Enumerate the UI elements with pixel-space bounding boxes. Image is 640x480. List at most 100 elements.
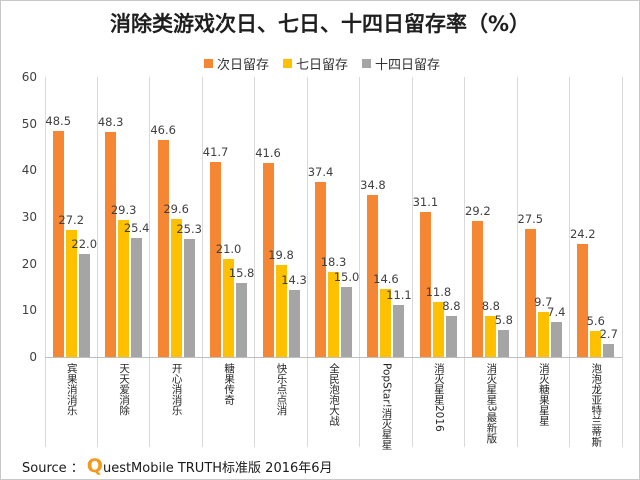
category-label-6: 全民泡泡大战 [328, 363, 340, 426]
bar-series-2-category-4 [223, 259, 235, 357]
source-note: Source ： QuestMobile TRUTH标准版 2016年6月 [22, 455, 333, 477]
y-tick-label-60: 60 [21, 70, 37, 84]
bar-series-2-category-8 [432, 301, 444, 357]
data-label-series-2-category-10: 9.7 [534, 294, 553, 309]
category-separator-0 [44, 77, 46, 447]
legend-swatch-seven-day [283, 58, 293, 68]
category-separator-1 [96, 77, 98, 447]
data-label-series-3-category-2: 25.4 [123, 221, 150, 236]
data-label-series-1-category-5: 41.6 [255, 145, 281, 160]
bar-series-2-category-3 [170, 218, 182, 357]
legend-swatch-next-day [204, 58, 213, 68]
data-label-series-1-category-10: 27.5 [517, 211, 544, 226]
bar-series-1-category-1 [52, 130, 64, 357]
category-label-9: 消灭星星3最新版 [485, 363, 498, 444]
bar-series-3-category-1 [78, 254, 90, 357]
legend: 次日留存 七日留存 十四日留存 [204, 54, 454, 73]
bar-series-1-category-11 [577, 244, 589, 357]
category-separator-8 [464, 77, 466, 447]
bar-series-2-category-10 [537, 311, 549, 357]
data-label-series-2-category-4: 21.0 [215, 242, 242, 256]
bar-series-2-category-11 [590, 330, 602, 357]
category-separator-5 [306, 77, 308, 447]
data-label-series-3-category-3: 25.3 [176, 221, 202, 236]
category-label-2: 天天爱消除 [118, 363, 131, 416]
bar-series-1-category-4 [210, 162, 222, 357]
category-separator-6 [359, 77, 361, 447]
category-label-10: 消灭糖果星星 [537, 363, 550, 426]
bar-series-3-category-7 [393, 305, 405, 357]
legend-label-next-day: 次日留存 [217, 57, 270, 73]
category-label-3: 开心消消乐 [170, 363, 183, 416]
data-label-series-2-category-5: 19.8 [268, 247, 294, 262]
bar-series-2-category-5 [275, 264, 287, 357]
data-label-series-1-category-7: 34.8 [360, 177, 386, 192]
bar-series-3-category-8 [445, 315, 457, 357]
data-label-series-3-category-9: 5.8 [494, 312, 513, 327]
bar-series-1-category-9 [472, 220, 484, 357]
source-label: Source ： [22, 461, 84, 476]
data-label-series-1-category-8: 31.1 [412, 194, 439, 209]
data-label-series-1-category-3: 46.6 [150, 122, 176, 137]
chart-title: 消除类游戏次日、七日、十四日留存率（%） [109, 12, 531, 36]
legend-swatch-fourteen-day [362, 58, 372, 68]
bar-series-2-category-9 [485, 315, 497, 357]
category-separator-7 [411, 77, 413, 447]
bar-series-1-category-10 [524, 228, 536, 357]
bar-series-2-category-1 [65, 230, 77, 357]
bar-series-3-category-6 [341, 287, 352, 357]
data-label-series-1-category-11: 24.2 [569, 227, 596, 242]
data-label-series-3-category-11: 2.7 [599, 327, 618, 342]
data-label-series-2-category-1: 27.2 [58, 213, 85, 228]
y-tick-label-0: 0 [29, 350, 37, 364]
category-separator-9 [516, 77, 518, 447]
legend-label-fourteen-day: 十四日留存 [375, 57, 441, 73]
y-tick-label-40: 40 [21, 163, 37, 178]
bar-series-3-category-4 [236, 283, 248, 357]
y-tick-label-10: 10 [21, 303, 37, 318]
data-label-series-2-category-7: 14.6 [373, 271, 399, 286]
legend-item-seven-day: 七日留存 [283, 54, 348, 73]
category-label-4: 糖果传奇 [223, 363, 236, 405]
category-label-5: 快乐点点消 [275, 363, 288, 416]
category-label-11: 泡泡龙亚特兰蒂斯 [590, 363, 603, 447]
bar-series-1-category-2 [105, 131, 117, 357]
bar-series-2-category-7 [380, 288, 392, 357]
category-separator-4 [254, 77, 256, 447]
source-text: QuestMobile TRUTH标准版 2016年6月 [86, 455, 333, 477]
data-label-series-2-category-11: 5.6 [586, 313, 605, 328]
data-label-series-1-category-4: 41.7 [202, 145, 229, 160]
data-label-series-1-category-1: 48.5 [45, 113, 72, 128]
bar-series-2-category-2 [118, 220, 130, 357]
x-axis-line [45, 357, 622, 358]
legend-label-seven-day: 七日留存 [296, 57, 349, 73]
bar-series-3-category-2 [131, 238, 143, 357]
bar-series-1-category-7 [367, 194, 379, 357]
bar-series-1-category-8 [419, 211, 431, 357]
data-label-series-1-category-6: 37.4 [307, 165, 334, 180]
category-label-1: 宾果消消乐 [65, 363, 78, 416]
data-label-series-2-category-6: 18.3 [320, 254, 347, 269]
y-tick-label-30: 30 [21, 210, 37, 224]
category-label-8: 消灭星星2016 [432, 363, 445, 432]
data-label-series-3-category-4: 15.8 [228, 266, 255, 281]
data-label-series-3-category-6: 15.0 [333, 270, 360, 284]
bar-series-3-category-9 [498, 329, 510, 357]
legend-item-fourteen-day: 十四日留存 [362, 54, 440, 73]
bar-series-1-category-3 [157, 139, 169, 357]
category-separator-11 [621, 77, 623, 447]
bar-series-2-category-6 [328, 271, 339, 357]
category-label-7: PopStar!消灭星星 [380, 363, 393, 450]
data-label-series-3-category-10: 7.4 [547, 305, 566, 320]
data-label-series-1-category-9: 29.2 [465, 203, 491, 218]
category-separator-10 [569, 77, 571, 447]
data-label-series-3-category-7: 11.1 [386, 288, 412, 303]
data-label-series-1-category-2: 48.3 [97, 114, 124, 129]
data-label-series-2-category-3: 29.6 [163, 201, 189, 216]
category-separator-2 [149, 77, 151, 447]
y-tick-label-50: 50 [21, 116, 37, 131]
bar-series-3-category-3 [183, 238, 195, 357]
data-label-series-3-category-8: 8.8 [442, 298, 461, 313]
